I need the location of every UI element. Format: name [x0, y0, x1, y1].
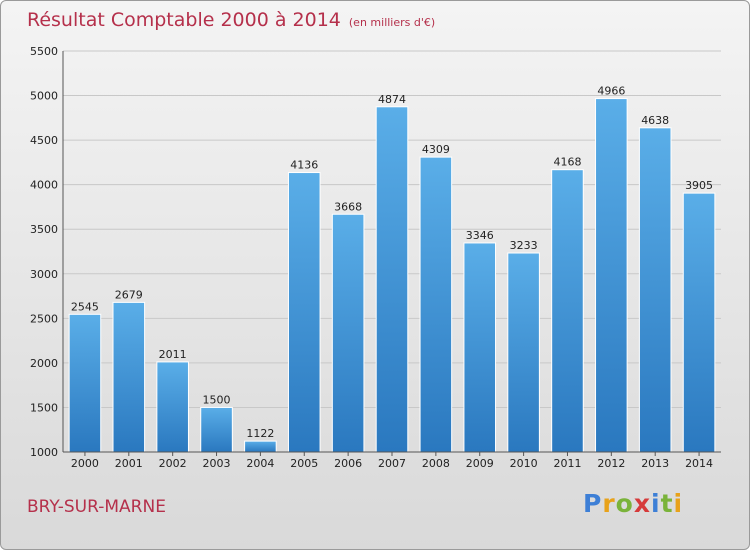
y-tick-label: 2500: [30, 312, 58, 325]
x-tick-label: 2013: [641, 457, 669, 470]
bar-value-label: 4168: [553, 156, 581, 169]
x-tick-label: 2006: [334, 457, 362, 470]
bar-2007: [375, 106, 409, 453]
bar-2000: [68, 313, 102, 453]
x-tick-label: 2014: [685, 457, 713, 470]
bar-value-label: 4309: [422, 143, 450, 156]
bar-value-label: 2679: [115, 288, 143, 301]
bar-2011: [551, 169, 584, 453]
bar-value-label: 4638: [641, 114, 669, 127]
x-tick-label: 2012: [597, 457, 625, 470]
x-tick-label: 2004: [246, 457, 274, 470]
x-tick-label: 2003: [203, 457, 231, 470]
bar-value-label: 3905: [685, 179, 713, 192]
x-tick-label: 2001: [115, 457, 143, 470]
y-tick-label: 2000: [30, 357, 58, 370]
bar-2003: [200, 406, 233, 453]
x-tick-label: 2010: [510, 457, 538, 470]
bar-value-label: 1122: [246, 427, 274, 440]
x-tick-label: 2005: [290, 457, 318, 470]
y-tick-label: 4000: [30, 179, 58, 192]
bar-2010: [507, 252, 540, 453]
logo-letter: r: [602, 489, 616, 518]
x-tick-label: 2011: [553, 457, 581, 470]
bar-value-label: 3668: [334, 200, 362, 213]
y-tick-label: 1000: [30, 446, 58, 459]
title-unit: (en milliers d'€): [348, 16, 436, 29]
bar-2001: [112, 301, 146, 453]
bar-value-label: 3233: [510, 239, 538, 252]
proxiti-logo: Proxiti: [583, 489, 683, 518]
bars: 2545 2679 2011 1500 1122 4136 3668 4874 4309 3346…: [68, 85, 716, 453]
bar-value-label: 4136: [290, 159, 318, 172]
place-name: BRY-SUR-MARNE: [27, 497, 166, 517]
bar-2013: [638, 127, 672, 453]
logo-letter: P: [583, 489, 603, 518]
bar-value-label: 1500: [203, 393, 231, 406]
bar-2014: [682, 192, 716, 453]
y-tick-label: 5500: [30, 45, 58, 58]
x-tick-label: 2007: [378, 457, 406, 470]
axes: 1000 1500 2000 2500 3000 3500 4000 4500 5000 5500…: [30, 45, 721, 470]
x-tick-label: 2000: [71, 457, 99, 470]
chart-title: Résultat Comptable 2000 à 2014 (en millie…: [27, 9, 435, 31]
bar-2012: [595, 98, 628, 453]
x-tick-label: 2009: [466, 457, 494, 470]
y-tick-label: 4500: [30, 134, 58, 147]
logo-letter: o: [615, 489, 634, 518]
y-tick-label: 3000: [30, 268, 58, 281]
logo-letter: t: [660, 489, 674, 518]
logo-letter: i: [673, 489, 684, 518]
logo-letter: x: [633, 489, 651, 518]
y-tick-label: 5000: [30, 90, 58, 103]
title-text: Résultat Comptable 2000 à 2014: [27, 9, 341, 31]
bar-value-label: 3346: [466, 229, 494, 242]
bar-value-label: 2011: [159, 348, 187, 361]
bar-value-label: 4966: [597, 85, 625, 98]
bar-2008: [419, 156, 453, 453]
bar-2002: [156, 361, 189, 453]
bar-value-label: 2545: [71, 300, 99, 313]
x-tick-label: 2002: [159, 457, 187, 470]
y-tick-label: 1500: [30, 401, 58, 414]
bar-value-label: 4874: [378, 93, 406, 106]
x-tick-label: 2008: [422, 457, 450, 470]
y-tick-label: 3500: [30, 223, 58, 236]
bar-2009: [463, 242, 497, 453]
bar-2006: [331, 213, 365, 453]
bar-2005: [287, 172, 321, 453]
logo-letter: i: [651, 489, 661, 518]
bar-2004: [244, 440, 277, 453]
